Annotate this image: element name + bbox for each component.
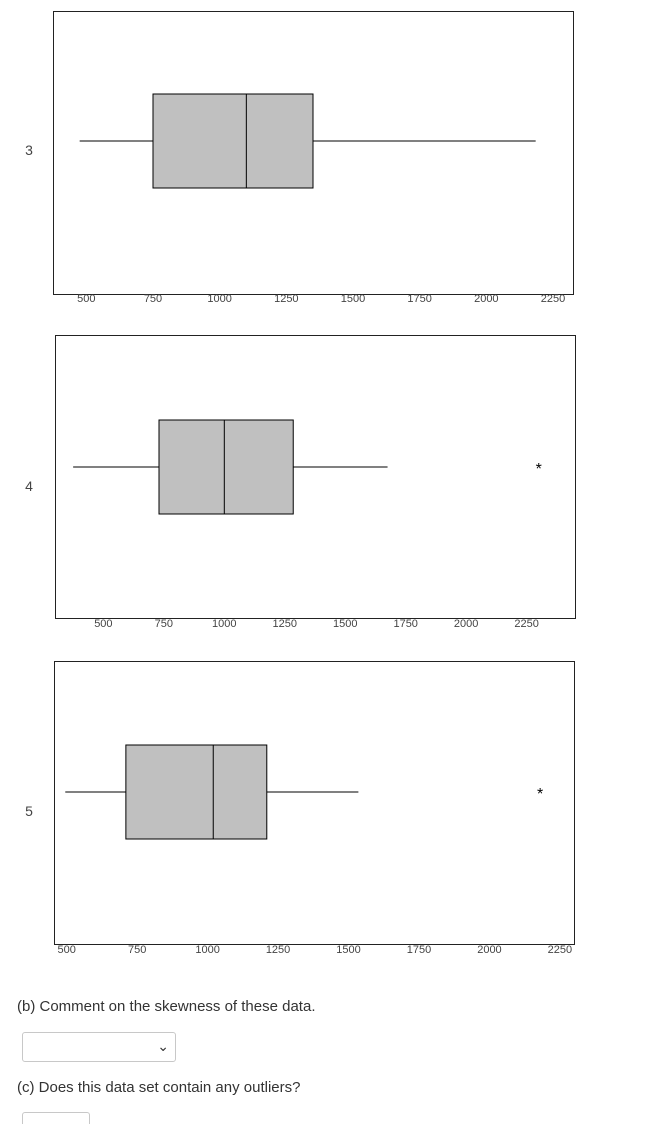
x-tick-label: 1250: [273, 618, 297, 630]
x-tick-label: 750: [144, 293, 162, 305]
iqr-box: [158, 419, 294, 515]
plot-frame: [54, 661, 575, 945]
x-tick-label: 750: [128, 944, 146, 956]
x-tick-label: 2250: [541, 293, 565, 305]
outliers-dropdown[interactable]: [22, 1112, 90, 1124]
skewness-dropdown[interactable]: ⌄: [22, 1032, 176, 1062]
row-label: 3: [25, 142, 33, 158]
x-tick-label: 1000: [207, 293, 231, 305]
x-tick-label: 750: [155, 618, 173, 630]
row-label: 4: [25, 478, 33, 494]
row-label: 5: [25, 803, 33, 819]
x-tick-label: 500: [94, 618, 112, 630]
question-c-text: (c) Does this data set contain any outli…: [17, 1079, 301, 1096]
x-tick-label: 1000: [195, 944, 219, 956]
x-tick-label: 2250: [514, 618, 538, 630]
x-tick-label: 1500: [341, 293, 365, 305]
boxplot-chart-3: 3 500 750 1000 1250 1500 1750 2000 2250: [25, 11, 574, 305]
boxplot-chart-5: 5 * 500 750 1000 1250 1500 1750 2000 2250: [25, 661, 575, 956]
boxplot-panel-4: 4 * 500 750 1000 1250 1500 1750 2000 2250: [0, 325, 660, 647]
boxplot-chart-4: 4 * 500 750 1000 1250 1500 1750 2000 2250: [25, 335, 576, 630]
outlier-point: *: [537, 786, 543, 803]
x-tick-label: 1500: [336, 944, 360, 956]
plot-frame: [53, 11, 574, 295]
outlier-point: *: [536, 461, 542, 478]
x-tick-label: 500: [77, 293, 95, 305]
plot-frame: [55, 335, 576, 619]
x-tick-label: 500: [58, 944, 76, 956]
x-tick-label: 1750: [393, 618, 417, 630]
x-tick-label: 2000: [474, 293, 498, 305]
x-tick-label: 2250: [548, 944, 572, 956]
iqr-box: [152, 93, 314, 189]
x-tick-label: 1250: [266, 944, 290, 956]
question-b-text: (b) Comment on the skewness of these dat…: [17, 998, 316, 1015]
chevron-down-icon: ⌄: [157, 1038, 169, 1054]
boxplot-panel-3: 3 500 750 1000 1250 1500 1750 2000 2250: [0, 0, 660, 322]
x-tick-label: 1000: [212, 618, 236, 630]
boxplot-panel-5: 5 * 500 750 1000 1250 1500 1750 2000 2250: [0, 650, 660, 972]
x-tick-label: 2000: [454, 618, 478, 630]
x-tick-label: 1750: [407, 293, 431, 305]
x-tick-label: 2000: [477, 944, 501, 956]
x-tick-label: 1500: [333, 618, 357, 630]
iqr-box: [125, 744, 268, 840]
x-tick-label: 1250: [274, 293, 298, 305]
x-tick-label: 1750: [407, 944, 431, 956]
